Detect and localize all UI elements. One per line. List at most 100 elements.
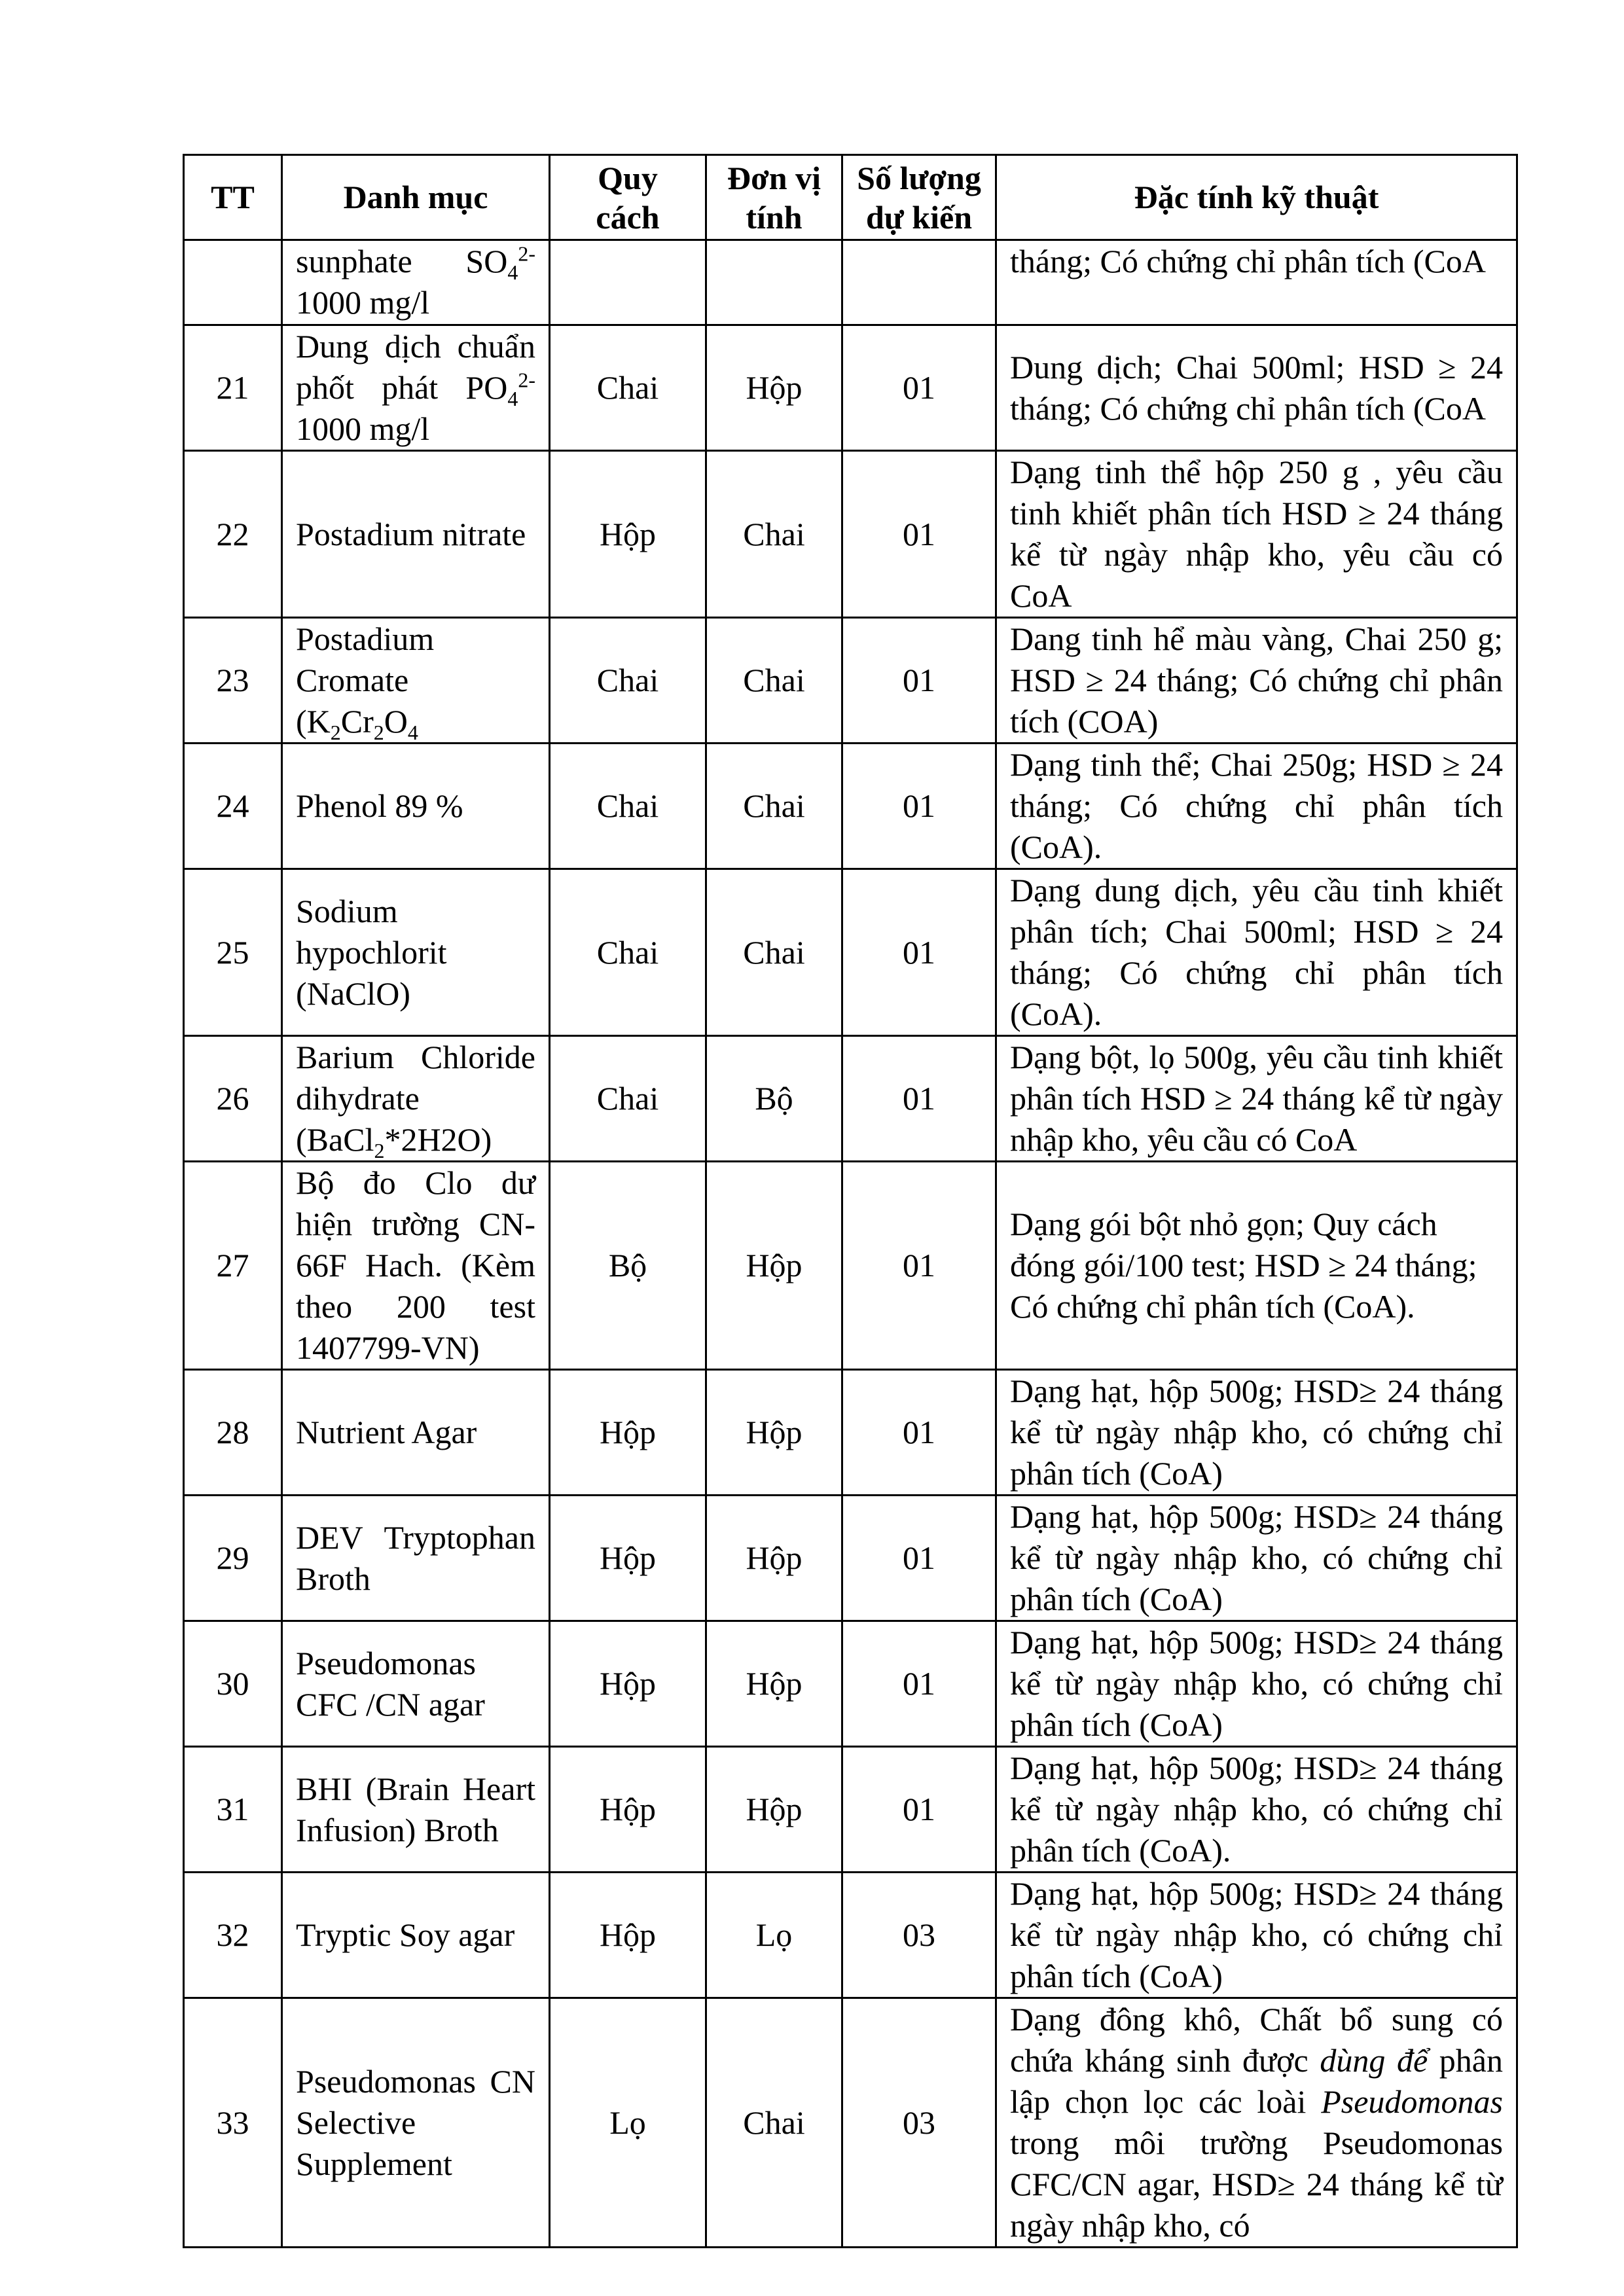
cell-qty: 01 <box>841 742 997 870</box>
text-segment: Dung dịch; Chai 500ml; HSD ≥ 24 tháng; C… <box>1010 348 1503 427</box>
text-segment: Dạng tinh thể; Chai 250g; HSD ≥ 24 tháng… <box>1010 746 1503 865</box>
cell-qty: 03 <box>841 1997 997 2248</box>
cell-tt: 30 <box>183 1620 283 1748</box>
text-segment: Dạng bột, lọ 500g, yêu cầu tinh khiết ph… <box>1010 1039 1503 1158</box>
cell-unit: Bộ <box>705 1035 843 1162</box>
cell-spec: Hộp <box>549 450 707 619</box>
text-segment: Tryptic Soy agar <box>296 1916 515 1953</box>
cell-spec: Hộp <box>549 1494 707 1622</box>
cell-unit: Hộp <box>705 1160 843 1371</box>
cell-desc: Dạng hạt, hộp 500g; HSD≥ 24 tháng kể từ … <box>995 1620 1518 1748</box>
text-segment: Postadium Cromate (K <box>296 620 435 740</box>
text-segment: Dạng tinh thể hộp 250 g , yêu cầu tinh k… <box>1010 454 1503 614</box>
header-qty: Số lượng dự kiến <box>841 154 997 241</box>
cell-tt: 29 <box>183 1494 283 1622</box>
text-segment: Barium Chloride dihydrate (BaCl <box>296 1039 535 1158</box>
text-segment: 4 <box>407 721 418 744</box>
cell-unit: Lọ <box>705 1871 843 1999</box>
text-segment: Pseudomonas <box>1321 2083 1503 2120</box>
cell-spec <box>549 239 707 326</box>
cell-qty: 01 <box>841 1494 997 1622</box>
text-segment: Dạng hạt, hộp 500g; HSD≥ 24 tháng kể từ … <box>1010 1498 1503 1617</box>
text-segment: Pseudomonas CN Selective Supplement <box>296 2062 535 2182</box>
text-segment: Dạng hạt, hộp 500g; HSD≥ 24 tháng kể từ … <box>1010 1749 1503 1869</box>
cell-tt: 31 <box>183 1746 283 1873</box>
cell-name: BHI (Brain Heart Infusion) Broth <box>281 1746 550 1873</box>
text-segment: DEV Tryptophan Broth <box>296 1518 535 1597</box>
table-row: 27 Bộ đo Clo dư hiện trường CN-66F Hach. … <box>183 1160 1518 1371</box>
header-name: Danh mục <box>281 154 550 241</box>
cell-desc: Dạng hạt, hộp 500g; HSD≥ 24 tháng kể từ … <box>995 1871 1518 1999</box>
table-row: 29 DEV Tryptophan Broth Hộp Hộp 01 Dạng hạt, … <box>183 1494 1518 1622</box>
text-segment: Pseudomonas CFC /CN agar <box>296 1644 485 1723</box>
table-row: 25 Sodium hypochlorit (NaClO) Chai Chai 01 Dạ… <box>183 868 1518 1037</box>
cell-tt: 24 <box>183 742 283 870</box>
text-segment: 2 <box>330 721 341 744</box>
cell-desc: Dạng đông khô, Chất bổ sung có chứa khán… <box>995 1997 1518 2248</box>
cell-name: Bộ đo Clo dư hiện trường CN-66F Hach. (K… <box>281 1160 550 1371</box>
chemical-list-table: TT Danh mục Quy cách Đơn vị tính Số lượn… <box>183 154 1518 2248</box>
cell-desc: Dạng hạt, hộp 500g; HSD≥ 24 tháng kể từ … <box>995 1369 1518 1496</box>
cell-name: Sodium hypochlorit (NaClO) <box>281 868 550 1037</box>
text-segment: trong môi trường Pseudomonas CFC/CN agar… <box>1010 2125 1503 2244</box>
cell-spec: Chai <box>549 324 707 452</box>
cell-qty: 01 <box>841 450 997 619</box>
header-spec: Quy cách <box>549 154 707 241</box>
text-segment: phân lập chọn lọc các loài <box>1010 2042 1503 2120</box>
cell-name: Pseudomonas CFC /CN agar <box>281 1620 550 1748</box>
text-segment: 4 <box>507 387 518 410</box>
cell-name: Nutrient Agar <box>281 1369 550 1496</box>
table-row: sunphate SO42- 1000 mg/l tháng; Có chứng … <box>183 239 1518 326</box>
cell-desc: Dạng dung dịch, yêu cầu tinh khiết phân … <box>995 868 1518 1037</box>
cell-desc: Dung dịch; Chai 500ml; HSD ≥ 24 tháng; C… <box>995 324 1518 452</box>
cell-name: Tryptic Soy agar <box>281 1871 550 1999</box>
cell-name: Phenol 89 % <box>281 742 550 870</box>
text-segment: 4 <box>507 260 518 284</box>
cell-spec: Hộp <box>549 1620 707 1748</box>
text-segment: Phenol 89 % <box>296 787 463 824</box>
text-segment: Nutrient Agar <box>296 1414 477 1450</box>
cell-unit: Chai <box>705 1997 843 2248</box>
cell-name: Pseudomonas CN Selective Supplement <box>281 1997 550 2248</box>
text-segment: *2H2O) <box>384 1121 492 1158</box>
cell-desc: Dạng bột, lọ 500g, yêu cầu tinh khiết ph… <box>995 1035 1518 1162</box>
cell-tt <box>183 239 283 326</box>
cell-qty <box>841 239 997 326</box>
text-segment: Bộ đo Clo dư hiện trường CN-66F Hach. (K… <box>296 1164 535 1366</box>
cell-tt: 23 <box>183 617 283 744</box>
text-segment: Dạng dung dịch, yêu cầu tinh khiết phân … <box>1010 872 1503 1032</box>
cell-spec: Chai <box>549 742 707 870</box>
cell-desc: Dạng tinh thể hộp 250 g , yêu cầu tinh k… <box>995 450 1518 619</box>
cell-qty: 01 <box>841 324 997 452</box>
cell-qty: 01 <box>841 1369 997 1496</box>
cell-spec: Chai <box>549 1035 707 1162</box>
cell-tt: 28 <box>183 1369 283 1496</box>
table-row: 23 Postadium Cromate (K2Cr2O4 Chai Chai 01 Da… <box>183 617 1518 744</box>
cell-spec: Hộp <box>549 1871 707 1999</box>
table-row: 28 Nutrient Agar Hộp Hộp 01 Dạng hạt, hộp 500… <box>183 1369 1518 1496</box>
text-segment: Dung dịch chuẩn phốt phát PO <box>296 328 535 406</box>
text-segment: Dang tinh hể màu vàng, Chai 250 g; HSD ≥… <box>1010 620 1503 740</box>
cell-desc: Dạng hạt, hộp 500g; HSD≥ 24 tháng kể từ … <box>995 1494 1518 1622</box>
text-segment: dùng để <box>1320 2042 1428 2079</box>
cell-unit: Hộp <box>705 1369 843 1496</box>
cell-desc: Dạng tinh thể; Chai 250g; HSD ≥ 24 tháng… <box>995 742 1518 870</box>
header-unit: Đơn vị tính <box>705 154 843 241</box>
cell-tt: 22 <box>183 450 283 619</box>
cell-spec: Chai <box>549 868 707 1037</box>
cell-unit: Chai <box>705 742 843 870</box>
table-row: 31 BHI (Brain Heart Infusion) Broth Hộp Hộ… <box>183 1746 1518 1873</box>
text-segment: 1000 mg/l <box>296 284 430 321</box>
cell-name: Barium Chloride dihydrate (BaCl2*2H2O) <box>281 1035 550 1162</box>
text-segment: Dạng gói bột nhỏ gọn; Quy cách đóng gói/… <box>1010 1206 1477 1325</box>
text-segment: Dạng đông khô, Chất bổ sung có chứa khán… <box>1010 2001 1503 2079</box>
cell-name: Postadium Cromate (K2Cr2O4 <box>281 617 550 744</box>
cell-desc: tháng; Có chứng chỉ phân tích (CoA <box>995 239 1518 326</box>
cell-spec: Bộ <box>549 1160 707 1371</box>
cell-name: Dung dịch chuẩn phốt phát PO42- 1000 mg/… <box>281 324 550 452</box>
text-segment: tháng; Có chứng chỉ phân tích (CoA <box>1010 243 1486 279</box>
cell-qty: 01 <box>841 1746 997 1873</box>
table-row: 26 Barium Chloride dihydrate (BaCl2*2H2O)… <box>183 1035 1518 1162</box>
header-desc: Đặc tính kỹ thuật <box>995 154 1518 241</box>
cell-desc: Dạng hạt, hộp 500g; HSD≥ 24 tháng kể từ … <box>995 1746 1518 1873</box>
